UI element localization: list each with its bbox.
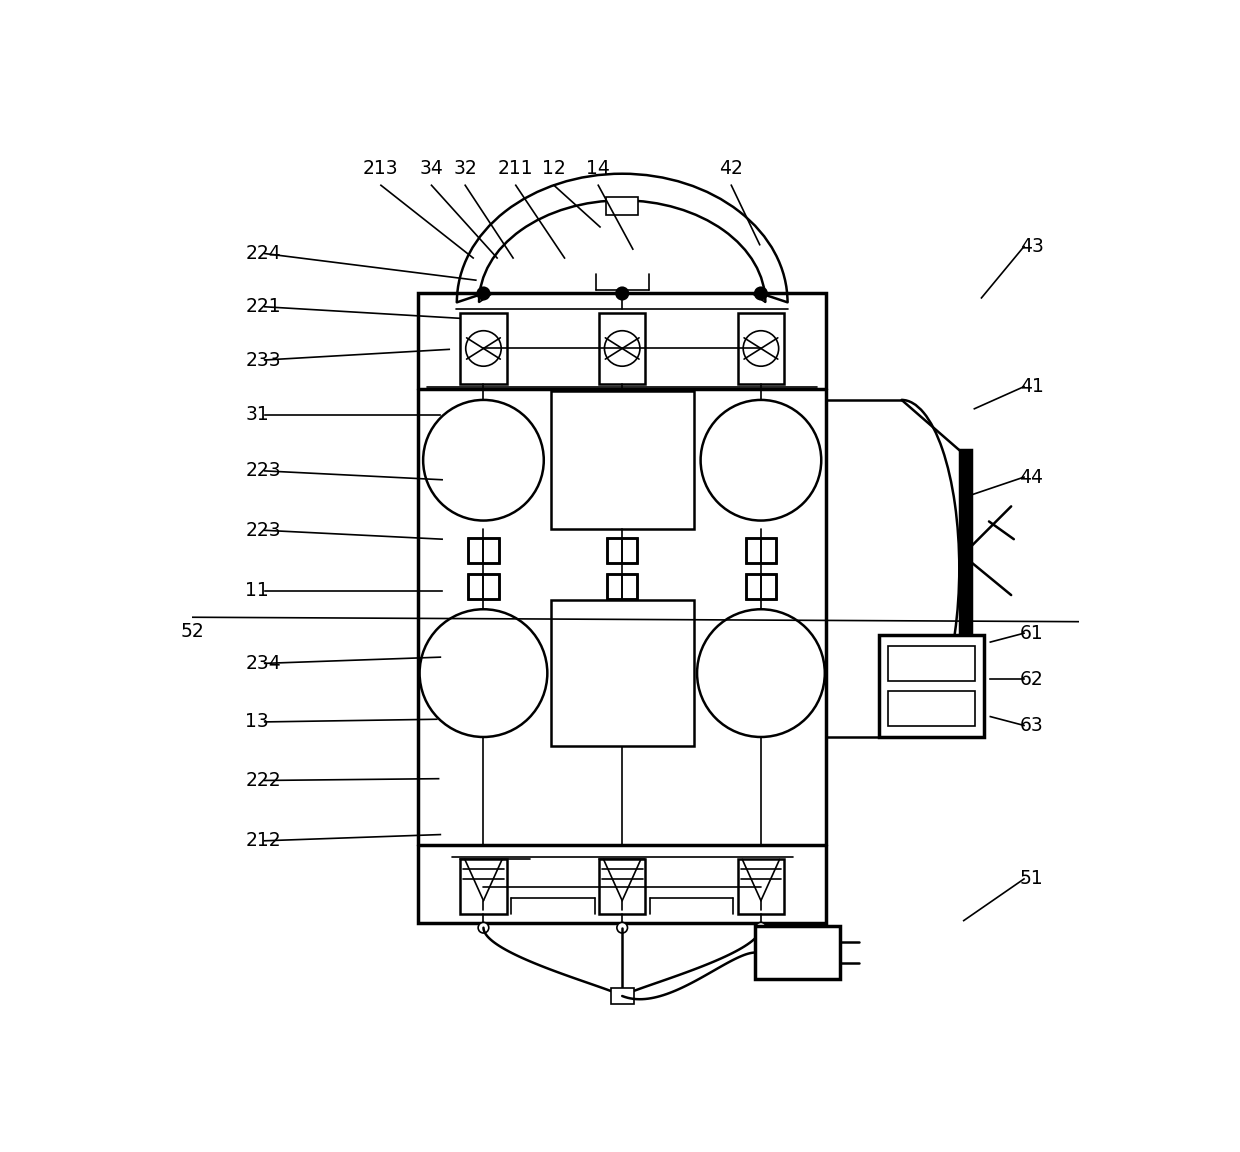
Text: 223: 223 bbox=[246, 521, 280, 540]
Bar bbox=[608, 574, 622, 599]
Bar bbox=[608, 538, 637, 563]
Circle shape bbox=[558, 609, 686, 737]
Circle shape bbox=[616, 923, 627, 933]
Bar bbox=[745, 574, 776, 599]
Text: 52: 52 bbox=[180, 622, 203, 641]
Circle shape bbox=[562, 400, 682, 521]
Bar bbox=[469, 574, 498, 599]
Circle shape bbox=[755, 923, 766, 933]
Bar bbox=[745, 538, 761, 563]
Text: 11: 11 bbox=[246, 581, 269, 600]
Circle shape bbox=[479, 923, 489, 933]
Bar bbox=[469, 574, 484, 599]
Bar bbox=[888, 645, 975, 681]
Text: 211: 211 bbox=[498, 159, 533, 179]
Bar bbox=[745, 538, 776, 563]
Bar bbox=[599, 859, 645, 915]
Text: 42: 42 bbox=[719, 159, 743, 179]
Text: 224: 224 bbox=[246, 244, 281, 263]
Circle shape bbox=[466, 331, 501, 366]
Bar bbox=[460, 859, 506, 915]
Text: 213: 213 bbox=[363, 159, 399, 179]
Text: 12: 12 bbox=[542, 159, 565, 179]
Bar bbox=[745, 574, 776, 599]
Bar bbox=[888, 691, 975, 727]
Text: 63: 63 bbox=[1019, 715, 1044, 735]
Text: 221: 221 bbox=[246, 297, 280, 317]
Text: 43: 43 bbox=[1019, 237, 1044, 256]
Circle shape bbox=[616, 287, 629, 300]
Bar bbox=[469, 538, 484, 563]
Text: 233: 233 bbox=[246, 350, 280, 370]
Circle shape bbox=[743, 331, 779, 366]
Text: 212: 212 bbox=[246, 832, 280, 850]
Circle shape bbox=[477, 287, 490, 300]
Circle shape bbox=[755, 287, 768, 300]
Circle shape bbox=[419, 609, 547, 737]
Text: 44: 44 bbox=[1019, 468, 1044, 486]
Text: 223: 223 bbox=[246, 462, 280, 480]
Bar bbox=[608, 574, 637, 599]
Bar bbox=[599, 313, 645, 384]
Bar bbox=[418, 294, 826, 923]
Bar bbox=[608, 538, 622, 563]
Text: 51: 51 bbox=[1019, 870, 1044, 888]
Bar bbox=[469, 538, 498, 563]
Text: 234: 234 bbox=[246, 654, 281, 673]
Circle shape bbox=[697, 609, 825, 737]
Bar bbox=[469, 538, 498, 563]
Text: 41: 41 bbox=[1019, 377, 1044, 396]
Text: 14: 14 bbox=[587, 159, 610, 179]
Bar bbox=[745, 538, 776, 563]
Circle shape bbox=[423, 400, 544, 521]
Text: 13: 13 bbox=[246, 712, 269, 732]
Bar bbox=[610, 988, 634, 1005]
Text: 34: 34 bbox=[419, 159, 444, 179]
Text: 222: 222 bbox=[246, 771, 280, 790]
Bar bbox=[551, 391, 693, 530]
Text: 32: 32 bbox=[454, 159, 477, 179]
Text: 31: 31 bbox=[246, 406, 269, 424]
Bar bbox=[460, 313, 506, 384]
Bar bbox=[606, 197, 639, 214]
Bar bbox=[738, 313, 784, 384]
Bar bbox=[469, 574, 498, 599]
Bar bbox=[960, 450, 971, 687]
Bar bbox=[738, 859, 784, 915]
Bar bbox=[755, 926, 839, 979]
Text: 61: 61 bbox=[1019, 623, 1044, 643]
Text: 62: 62 bbox=[1019, 669, 1044, 689]
Circle shape bbox=[701, 400, 821, 521]
Bar bbox=[551, 600, 693, 745]
Bar bbox=[745, 574, 761, 599]
Bar bbox=[879, 635, 985, 737]
Bar bbox=[608, 574, 637, 599]
Bar bbox=[608, 538, 637, 563]
Circle shape bbox=[604, 331, 640, 366]
